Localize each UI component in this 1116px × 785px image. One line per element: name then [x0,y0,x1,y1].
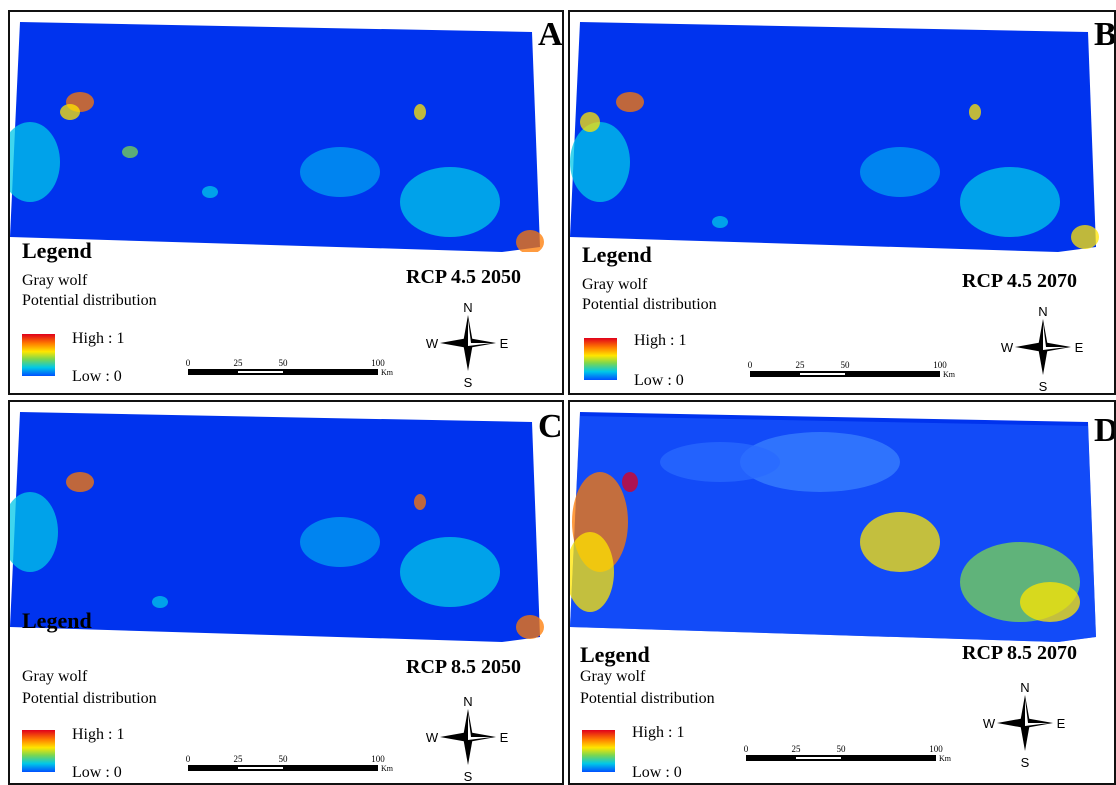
svg-text:50: 50 [279,754,289,764]
map-panel-b: B Legend Gray wolf Potential distributio… [568,10,1116,395]
ramp-high-label: High : 1 [632,724,685,741]
svg-text:0: 0 [186,358,191,368]
svg-text:100: 100 [371,358,385,368]
distribution-map [570,412,1096,642]
svg-text:25: 25 [792,744,802,754]
svg-text:50: 50 [841,360,851,370]
ramp-low-label: Low : 0 [72,764,122,781]
compass-rose: N S W E [426,694,509,782]
svg-text:N: N [1038,304,1047,319]
legend-title: Legend [580,642,650,667]
compass-rose: N S W E [426,300,509,388]
svg-text:S: S [1021,755,1030,768]
scenario-label: RCP 4.5 2070 [962,270,1077,292]
color-ramp [22,730,55,772]
panel-letter: A [538,16,563,53]
svg-text:0: 0 [748,360,753,370]
legend-layer: Potential distribution [580,690,715,707]
map-panel-c: C Legend Gray wolf Potential distributio… [8,400,564,785]
map-panel-a: A Legend Gray wolf Potential distributio… [8,10,564,395]
svg-text:100: 100 [933,360,947,370]
svg-text:Km: Km [943,370,956,379]
svg-text:0: 0 [186,754,191,764]
color-ramp [582,730,615,772]
svg-text:0: 0 [744,744,749,754]
svg-text:E: E [500,336,509,351]
svg-text:Km: Km [939,754,952,763]
ramp-high-label: High : 1 [72,726,125,743]
scenario-label: RCP 8.5 2070 [962,642,1077,664]
color-ramp [584,338,617,380]
svg-text:W: W [1001,340,1014,355]
map-panel-d: D Legend Gray wolf Potential distributio… [568,400,1116,785]
ramp-high-label: High : 1 [72,330,125,347]
distribution-map [10,22,544,252]
legend-title: Legend [22,238,92,263]
svg-text:100: 100 [371,754,385,764]
svg-text:S: S [464,769,473,782]
distribution-map [570,22,1099,252]
distribution-map [10,412,544,642]
svg-text:W: W [426,336,439,351]
svg-text:N: N [463,300,472,315]
svg-text:W: W [983,716,996,731]
color-ramp [22,334,55,376]
legend-species: Gray wolf [22,272,88,289]
svg-text:E: E [1057,716,1066,731]
svg-text:W: W [426,730,439,745]
compass-rose: N S W E [983,680,1066,768]
svg-text:N: N [1020,680,1029,695]
ramp-high-label: High : 1 [634,332,687,349]
legend-title: Legend [582,242,652,267]
svg-text:Km: Km [381,764,394,773]
panel-letter: B [1094,16,1116,53]
svg-text:50: 50 [837,744,847,754]
ramp-low-label: Low : 0 [632,764,682,781]
svg-text:Km: Km [381,368,394,377]
svg-text:S: S [464,375,473,388]
legend-species: Gray wolf [22,668,88,685]
legend-title: Legend [22,608,92,633]
legend-layer: Potential distribution [582,296,717,313]
panel-letter: D [1094,414,1114,448]
panel-letter: C [538,408,563,445]
svg-text:25: 25 [796,360,806,370]
legend-species: Gray wolf [580,668,646,685]
ramp-low-label: Low : 0 [72,368,122,385]
ramp-low-label: Low : 0 [634,372,684,389]
svg-text:N: N [463,694,472,709]
legend-species: Gray wolf [582,276,648,293]
compass-rose: N S W E [1001,304,1084,392]
legend-layer: Potential distribution [22,292,157,309]
scenario-label: RCP 8.5 2050 [406,656,521,678]
svg-text:25: 25 [234,358,244,368]
svg-text:50: 50 [279,358,289,368]
svg-text:100: 100 [929,744,943,754]
svg-text:E: E [500,730,509,745]
svg-text:E: E [1075,340,1084,355]
svg-text:25: 25 [234,754,244,764]
legend-layer: Potential distribution [22,690,157,707]
scenario-label: RCP 4.5 2050 [406,266,521,288]
svg-text:S: S [1039,379,1048,392]
